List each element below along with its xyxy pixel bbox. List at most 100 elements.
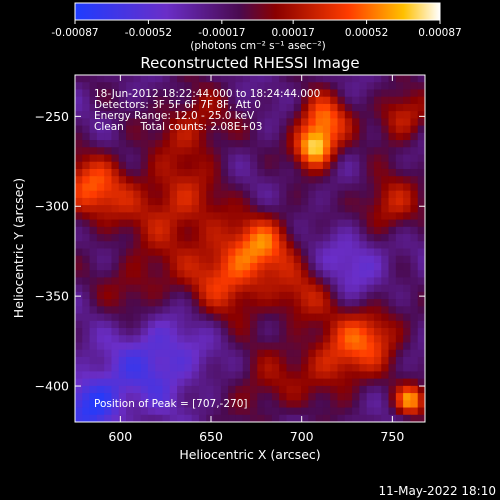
heatmap-cell	[228, 270, 236, 278]
heatmap-cell	[111, 111, 120, 119]
heatmap-cell	[337, 306, 346, 314]
heatmap-cell	[235, 255, 244, 264]
heatmap-cell	[242, 371, 251, 380]
heatmap-cell	[279, 125, 287, 134]
heatmap-cell	[133, 154, 142, 163]
heatmap-cell	[140, 103, 149, 112]
heatmap-cell	[403, 89, 411, 98]
heatmap-cell	[213, 226, 222, 235]
heatmap-cell	[250, 161, 258, 170]
heatmap-cell	[111, 183, 120, 192]
heatmap-cell	[250, 190, 258, 199]
heatmap-cell	[381, 89, 389, 98]
heatmap-cell	[337, 147, 346, 155]
heatmap-cell	[191, 414, 200, 422]
heatmap-cell	[89, 212, 98, 220]
heatmap-cell	[359, 197, 368, 206]
heatmap-cell	[162, 248, 171, 257]
heatmap-cell	[315, 234, 324, 242]
heatmap-cell	[220, 291, 229, 300]
heatmap-cell	[228, 328, 236, 336]
heatmap-cell	[155, 335, 163, 343]
heatmap-cell	[308, 226, 317, 235]
heatmap-cell	[140, 277, 149, 286]
heatmap-cell	[228, 407, 236, 416]
heatmap-cell	[264, 176, 273, 184]
heatmap-cell	[250, 111, 258, 119]
heatmap-cell	[118, 132, 127, 141]
heatmap-cell	[169, 82, 178, 90]
heatmap-cell	[206, 291, 214, 300]
heatmap-cell	[191, 241, 200, 249]
heatmap-cell	[155, 147, 163, 155]
heatmap-cell	[191, 118, 200, 127]
heatmap-cell	[147, 154, 156, 163]
heatmap-cell	[293, 349, 302, 358]
heatmap-cell	[111, 378, 120, 387]
heatmap-cell	[403, 183, 411, 192]
heatmap-cell	[366, 154, 375, 163]
heatmap-cell	[75, 371, 83, 380]
heatmap-cell	[403, 212, 411, 220]
heatmap-cell	[104, 364, 112, 372]
heatmap-cell	[184, 125, 193, 134]
heatmap-cell	[395, 364, 404, 372]
heatmap-cell	[118, 125, 127, 134]
heatmap-cell	[213, 176, 222, 184]
heatmap-cell	[89, 183, 98, 192]
heatmap-cell	[96, 328, 105, 336]
heatmap-cell	[213, 270, 222, 278]
heatmap-cell	[308, 111, 317, 119]
heatmap-cell	[155, 284, 163, 293]
heatmap-cell	[322, 407, 331, 416]
heatmap-cell	[177, 414, 185, 422]
heatmap-cell	[104, 414, 112, 422]
heatmap-cell	[322, 313, 331, 322]
heatmap-cell	[286, 349, 295, 358]
heatmap-cell	[140, 306, 149, 314]
heatmap-cell	[250, 197, 258, 206]
heatmap-cell	[155, 371, 163, 380]
heatmap-cell	[198, 407, 207, 416]
heatmap-cell	[220, 284, 229, 293]
heatmap-cell	[410, 125, 419, 134]
heatmap-cell	[315, 262, 324, 271]
heatmap-cell	[184, 147, 193, 155]
heatmap-cell	[301, 291, 309, 300]
heatmap-cell	[410, 118, 419, 127]
heatmap-cell	[293, 306, 302, 314]
heatmap-cell	[271, 328, 280, 336]
heatmap-cell	[286, 414, 295, 422]
heatmap-cell	[206, 197, 214, 206]
heatmap-cell	[301, 313, 309, 322]
heatmap-cell	[198, 176, 207, 184]
heatmap-cell	[111, 306, 120, 314]
heatmap-cell	[366, 299, 375, 307]
heatmap-cell	[191, 190, 200, 199]
heatmap-cell	[242, 349, 251, 358]
heatmap-cell	[322, 168, 331, 177]
heatmap-cell	[140, 335, 149, 343]
heatmap-cell	[111, 255, 120, 264]
heatmap-cell	[330, 75, 338, 83]
heatmap-cell	[410, 364, 419, 372]
heatmap-cell	[315, 255, 324, 264]
heatmap-cell	[330, 277, 338, 286]
heatmap-cell	[118, 328, 127, 336]
heatmap-cell	[155, 176, 163, 184]
heatmap-cell	[235, 82, 244, 90]
heatmap-cell	[388, 154, 397, 163]
heatmap-cell	[198, 226, 207, 235]
heatmap-cell	[301, 226, 309, 235]
heatmap-cell	[286, 241, 295, 249]
heatmap-cell	[104, 306, 112, 314]
heatmap-cell	[75, 313, 83, 322]
heatmap-cell	[286, 378, 295, 387]
heatmap-cell	[104, 154, 112, 163]
heatmap-cell	[184, 154, 193, 163]
heatmap-cell	[388, 378, 397, 387]
heatmap-cell	[177, 111, 185, 119]
heatmap-cell	[337, 371, 346, 380]
heatmap-cell	[373, 96, 382, 105]
heatmap-cell	[104, 190, 112, 199]
